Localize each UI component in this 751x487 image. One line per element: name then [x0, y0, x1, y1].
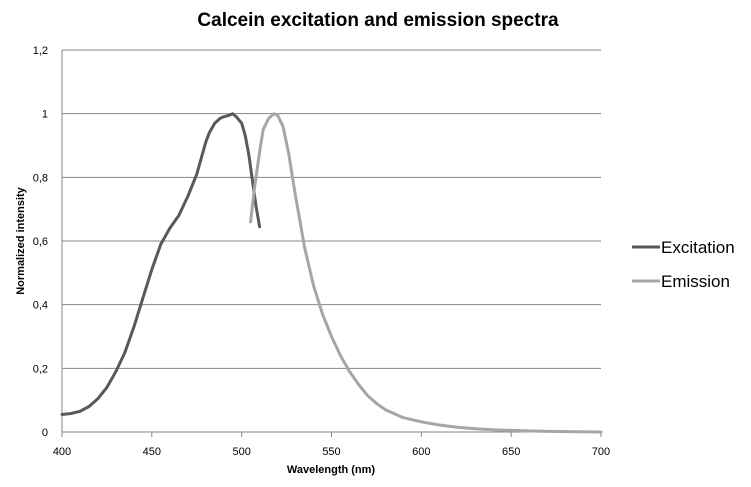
x-axis-label: Wavelength (nm)	[287, 464, 376, 476]
series-line-emission	[249, 112, 603, 434]
legend-label-excitation: Excitation	[661, 238, 735, 257]
y-axis-label: Normalized intensity	[15, 186, 27, 294]
gridlines	[62, 49, 601, 369]
legend-label-emission: Emission	[661, 272, 730, 291]
y-tick-label: 0,4	[33, 300, 48, 312]
series-lines	[60, 112, 603, 434]
y-tick-label: 0,8	[33, 172, 48, 184]
y-tick-label: 0,6	[33, 236, 48, 248]
x-tick-label: 650	[502, 446, 520, 458]
chart-title: Calcein excitation and emission spectra	[197, 10, 559, 31]
x-tick-label: 450	[143, 446, 161, 458]
y-tick-label: 0,2	[33, 363, 48, 375]
x-tick-label: 550	[322, 446, 340, 458]
y-tick-label: 1,2	[33, 45, 48, 57]
y-tick-label: 1	[42, 109, 48, 121]
y-tick-label: 0	[42, 427, 48, 439]
x-tick-label: 600	[412, 446, 430, 458]
x-tick-label: 400	[53, 446, 71, 458]
series-line-excitation	[60, 112, 262, 416]
x-tick-label: 700	[592, 446, 610, 458]
x-tick-label: 500	[232, 446, 250, 458]
x-axis-ticks: 400 450 500 550 600 650 700	[53, 432, 610, 458]
legend: Excitation Emission	[632, 238, 735, 291]
y-axis-ticks: 0 0,2 0,4 0,6 0,8 1 1,2	[33, 45, 48, 439]
